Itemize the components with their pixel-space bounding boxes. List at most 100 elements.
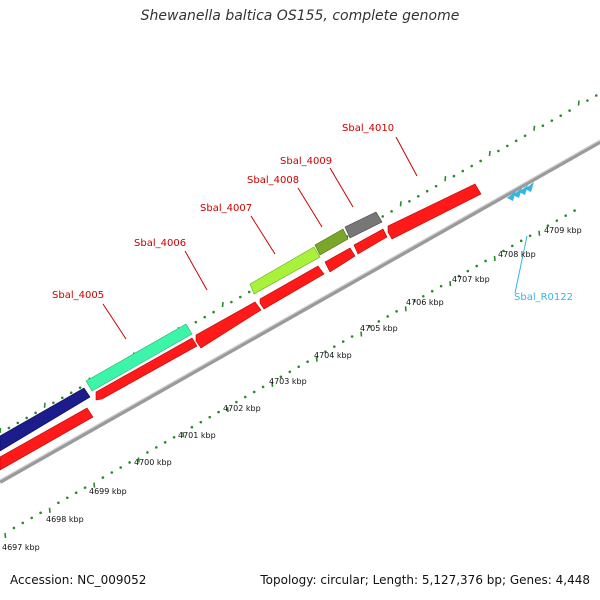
track-dot <box>212 310 215 314</box>
scale-tick <box>404 306 407 312</box>
track-dot <box>528 234 532 238</box>
track-dot <box>190 425 194 429</box>
track-dot <box>484 259 487 263</box>
track-dot <box>61 396 64 400</box>
track-dot <box>203 315 206 319</box>
track-dot <box>550 119 554 122</box>
track-dot <box>235 400 238 404</box>
track-dot <box>519 239 523 243</box>
track-dot <box>261 385 265 389</box>
scale-tick <box>399 201 402 207</box>
scale-tick <box>360 331 363 337</box>
track-dot <box>408 199 411 203</box>
track-dot <box>434 184 438 188</box>
rna-label-sbal-r0122: Sbal_R0122 <box>514 292 573 303</box>
backbone-highlight <box>0 139 600 481</box>
scale-label: 4704 kbp <box>314 351 352 360</box>
backbone-line <box>0 140 600 484</box>
track-dot <box>199 420 203 424</box>
track-dot <box>457 274 461 278</box>
scale-tick <box>449 281 452 287</box>
gene-label-sbal-4008: Sbal_4008 <box>247 175 299 186</box>
scale-label: 4703 kbp <box>269 377 307 386</box>
track-dot <box>110 471 114 474</box>
track-dot <box>83 486 87 489</box>
track-dot <box>7 426 11 430</box>
track-dot <box>74 491 78 495</box>
gene-red-4 <box>259 265 325 310</box>
track-dot <box>395 310 398 313</box>
scale-label: 4700 kbp <box>134 458 172 467</box>
scale-label: 4699 kbp <box>89 487 127 496</box>
track-dot <box>333 345 336 348</box>
track-dot <box>466 269 470 273</box>
gene-red-1 <box>0 407 94 471</box>
track-dot <box>425 189 429 193</box>
track-dot <box>341 340 345 343</box>
accession-text: Accession: NC_009052 <box>10 573 147 587</box>
gene-aquamarine <box>85 323 193 392</box>
scale-tick <box>221 301 224 308</box>
track-dot <box>497 149 500 153</box>
scale-tick <box>488 150 491 157</box>
track-dot <box>595 94 598 97</box>
scale-tick <box>43 402 46 408</box>
scale-tick <box>48 507 51 513</box>
gene-red-2 <box>95 337 198 401</box>
gene-label-sbal-4009: Sbal_4009 <box>280 156 332 167</box>
scale-tick <box>315 356 318 362</box>
track-dot <box>381 215 385 218</box>
gene-red-7 <box>387 183 482 240</box>
track-dot <box>25 416 29 420</box>
track-dot <box>564 214 567 217</box>
gene-label-sbal-4010: Sbal_4010 <box>342 123 394 134</box>
track-dot <box>69 391 73 395</box>
gene-label-sbal-4006: Sbal_4006 <box>134 238 186 249</box>
scale-tick <box>538 230 541 236</box>
gene-label-sbal-4007: Sbal_4007 <box>200 203 252 214</box>
track-dot <box>470 164 474 168</box>
track-dot <box>546 224 550 228</box>
track-dot <box>422 294 425 298</box>
gene-red-5 <box>324 247 356 273</box>
track-dot <box>377 320 381 323</box>
track-dot <box>34 411 37 415</box>
track-dot <box>252 390 256 394</box>
rna-marker <box>507 182 534 201</box>
track-dot <box>413 299 416 303</box>
scale-label: 4708 kbp <box>498 250 536 259</box>
map-title: Shewanella baltica OS155, complete genom… <box>140 8 460 24</box>
scale-tick <box>182 432 185 438</box>
scale-label: 4706 kbp <box>406 298 444 307</box>
track-dot <box>386 315 390 318</box>
scale-tick <box>271 381 274 387</box>
track-dot <box>511 244 514 248</box>
track-dot <box>523 134 527 138</box>
gene-label-sbal-4005: Sbal_4005 <box>52 290 104 301</box>
scale-label: 4705 kbp <box>360 324 398 333</box>
topology-text: Topology: circular; Length: 5,127,376 bp… <box>260 573 590 587</box>
track-dot <box>541 124 545 128</box>
track-dot <box>559 114 562 117</box>
gene-red-3 <box>195 301 262 349</box>
gene-yellowgreen <box>249 246 321 295</box>
track-dot <box>146 451 149 454</box>
track-dot <box>390 210 393 213</box>
track-dot <box>306 360 309 364</box>
track-dot <box>12 526 16 530</box>
scale-labels: 4697 kbp 4698 kbp 4699 kbp 4700 kbp 4701… <box>2 226 582 552</box>
scale-label: 4702 kbp <box>223 404 261 413</box>
track-dot <box>439 284 443 288</box>
gene-callouts <box>102 136 418 340</box>
track-dot <box>30 516 33 520</box>
scale-tick <box>493 255 496 262</box>
scale-tick <box>533 125 536 131</box>
scale-tick <box>0 427 2 434</box>
scale-tick <box>4 532 7 539</box>
track-dot <box>66 496 69 500</box>
track-dot <box>217 410 220 414</box>
track-dot <box>230 300 233 304</box>
track-dot <box>279 375 283 379</box>
track-dot <box>452 174 456 178</box>
